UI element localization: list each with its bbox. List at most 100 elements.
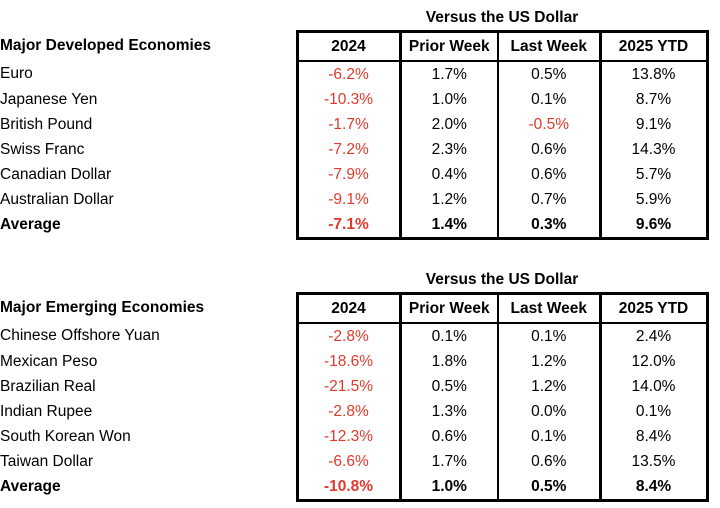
value-cell: 5.9% [600,187,709,212]
col-header-2025-ytd: 2025 YTD [600,30,709,62]
value-cell: 1.3% [400,399,499,424]
table-title: Versus the US Dollar [425,271,579,288]
value-cell: 2.3% [400,137,499,162]
value-cell: 8.4% [600,474,709,502]
table-row: Taiwan Dollar -6.6% 1.7% 0.6% 13.5% [0,449,709,474]
value-cell: 0.7% [498,187,602,212]
value-cell: -2.8% [295,399,402,424]
value-cell: 0.1% [498,323,602,349]
row-label: Swiss Franc [0,140,85,158]
value-cell: 0.5% [498,474,602,502]
table-row: Brazilian Real -21.5% 0.5% 1.2% 14.0% [0,374,709,399]
table-row: Japanese Yen -10.3% 1.0% 0.1% 8.7% [0,87,709,112]
value-cell: 1.7% [400,61,499,87]
value-cell: 1.7% [400,449,499,474]
row-header-label: Major Emerging Economies [0,299,205,317]
table-row: South Korean Won -12.3% 0.6% 0.1% 8.4% [0,424,709,449]
value-cell: 0.1% [600,399,709,424]
value-cell: 1.0% [400,87,499,112]
average-row: Average -7.1% 1.4% 0.3% 9.6% [0,212,709,240]
row-label: Canadian Dollar [0,165,112,183]
table-title: Versus the US Dollar [425,9,579,26]
value-cell: 13.5% [600,449,709,474]
col-header-last-week: Last Week [498,30,602,62]
value-cell: 9.1% [600,112,709,137]
col-header-2025-ytd: 2025 YTD [600,292,709,324]
row-label: Indian Rupee [0,402,93,420]
value-cell: 0.6% [498,162,602,187]
row-label: Euro [0,65,33,82]
col-header-prior-week: Prior Week [400,292,499,324]
value-cell: 5.7% [600,162,709,187]
table-row: Euro -6.2% 1.7% 0.5% 13.8% [0,61,709,87]
value-cell: 0.6% [400,424,499,449]
value-cell: -7.9% [295,162,402,187]
value-cell: 2.0% [400,112,499,137]
row-label: Average [0,478,61,496]
table-row: Indian Rupee -2.8% 1.3% 0.0% 0.1% [0,399,709,424]
value-cell: 13.8% [600,61,709,87]
col-header-prior-week: Prior Week [400,30,499,62]
value-cell: -0.5% [498,112,602,137]
value-cell: -18.6% [295,349,402,374]
value-cell: -7.2% [295,137,402,162]
emerging-economies-section: Versus the US Dollar Major Emerging Econ… [0,267,720,502]
value-cell: -9.1% [295,187,402,212]
value-cell: 0.3% [498,212,602,240]
table-row: Chinese Offshore Yuan -2.8% 0.1% 0.1% 2.… [0,323,709,349]
value-cell: 2.4% [600,323,709,349]
value-cell: 14.3% [600,137,709,162]
value-cell: -6.6% [295,449,402,474]
value-cell: 12.0% [600,349,709,374]
col-header-2024: 2024 [295,292,402,324]
value-cell: 0.1% [498,87,602,112]
table-row: Canadian Dollar -7.9% 0.4% 0.6% 5.7% [0,162,709,187]
table-row: Swiss Franc -7.2% 2.3% 0.6% 14.3% [0,137,709,162]
value-cell: -2.8% [295,323,402,349]
developed-economies-section: Versus the US Dollar Major Developed Eco… [0,0,720,240]
value-cell: 1.4% [400,212,499,240]
value-cell: -10.3% [295,87,402,112]
value-cell: -1.7% [295,112,402,137]
value-cell: 14.0% [600,374,709,399]
value-cell: 0.6% [498,449,602,474]
value-cell: -10.8% [295,474,402,502]
value-cell: -21.5% [295,374,402,399]
emerging-economies-table: Major Emerging Economies 2024 Prior Week… [0,292,709,502]
row-label: Brazilian Real [0,377,96,395]
value-cell: 9.6% [600,212,709,240]
value-cell: 0.4% [400,162,499,187]
value-cell: -6.2% [295,61,402,87]
header-row: Major Developed Economies 2024 Prior Wee… [0,30,709,62]
value-cell: 0.6% [498,137,602,162]
table-row: Australian Dollar -9.1% 1.2% 0.7% 5.9% [0,187,709,212]
row-label: British Pound [0,115,93,133]
value-cell: 8.7% [600,87,709,112]
row-label: South Korean Won [0,427,131,445]
value-cell: 1.2% [498,374,602,399]
row-label: Taiwan Dollar [0,452,94,470]
value-cell: 0.1% [498,424,602,449]
value-cell: -12.3% [295,424,402,449]
col-header-last-week: Last Week [498,292,602,324]
row-label: Mexican Peso [0,352,98,370]
header-row: Major Emerging Economies 2024 Prior Week… [0,292,709,324]
value-cell: 0.0% [498,399,602,424]
value-cell: 1.2% [400,187,499,212]
value-cell: 0.5% [498,61,602,87]
table-row: Mexican Peso -18.6% 1.8% 1.2% 12.0% [0,349,709,374]
row-label: Australian Dollar [0,190,114,208]
value-cell: 1.0% [400,474,499,502]
value-cell: -7.1% [295,212,402,240]
table-row: British Pound -1.7% 2.0% -0.5% 9.1% [0,112,709,137]
row-label: Average [0,216,61,234]
developed-economies-table: Major Developed Economies 2024 Prior Wee… [0,30,709,240]
value-cell: 0.1% [400,323,499,349]
value-cell: 1.8% [400,349,499,374]
value-cell: 0.5% [400,374,499,399]
average-row: Average -10.8% 1.0% 0.5% 8.4% [0,474,709,502]
row-header-label: Major Developed Economies [0,37,212,55]
col-header-2024: 2024 [295,30,402,62]
value-cell: 8.4% [600,424,709,449]
value-cell: 1.2% [498,349,602,374]
